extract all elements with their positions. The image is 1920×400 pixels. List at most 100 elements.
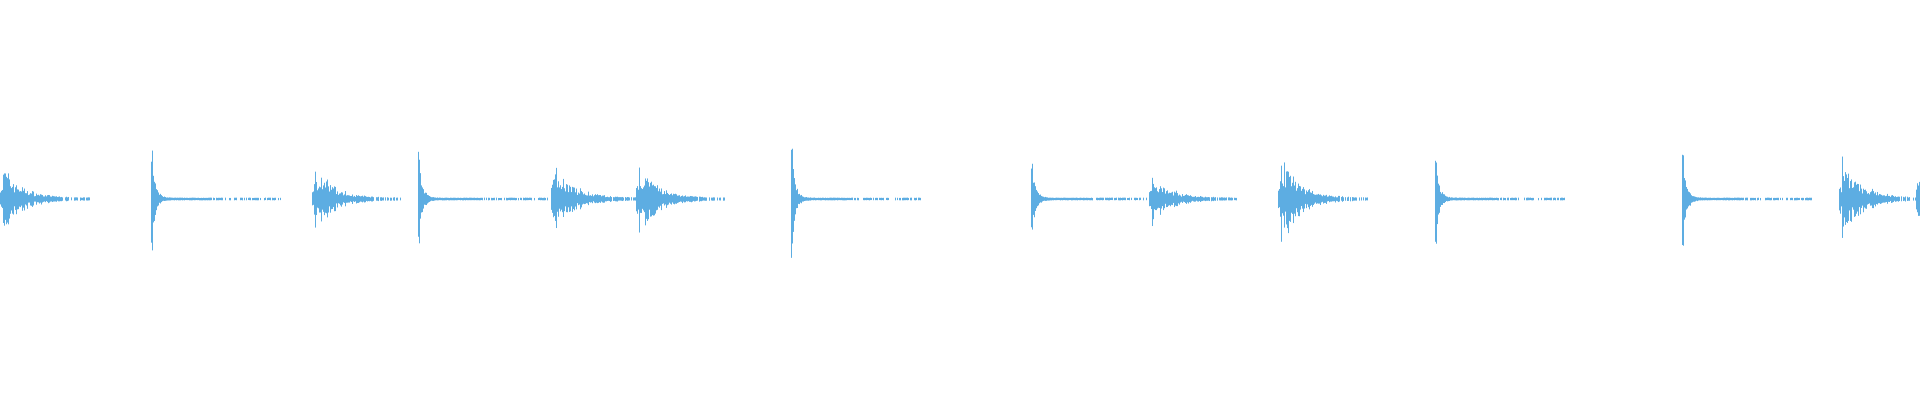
waveform-sample [907, 197, 908, 201]
waveform-sample [1097, 197, 1098, 201]
waveform-sample [617, 196, 618, 202]
waveform-sample [1719, 197, 1720, 201]
waveform-sample [437, 197, 438, 201]
waveform-sample [1848, 173, 1849, 221]
waveform-sample [267, 197, 268, 201]
waveform-sample [1703, 197, 1704, 201]
waveform-sample [1080, 197, 1081, 201]
waveform-sample [1229, 197, 1230, 201]
waveform-sample [1448, 197, 1449, 202]
waveform-sample [1213, 196, 1214, 202]
waveform-sample [531, 197, 532, 201]
waveform-sample [563, 178, 564, 218]
waveform-sample [187, 197, 188, 201]
waveform-sample [171, 197, 172, 201]
waveform-sample [570, 186, 571, 212]
waveform-sample [421, 185, 422, 213]
waveform-sample [59, 196, 60, 202]
waveform-sample [188, 197, 189, 201]
waveform-sample [1774, 197, 1775, 201]
waveform-sample [425, 192, 426, 205]
waveform-sample [33, 191, 34, 206]
waveform-sample [1058, 197, 1059, 201]
waveform-sample [1046, 197, 1047, 201]
waveform-sample [1466, 197, 1467, 201]
waveform-sample [919, 197, 920, 201]
waveform-sample [347, 195, 348, 203]
waveform-sample [582, 192, 583, 205]
waveform-sample [1136, 197, 1137, 201]
waveform-sample [900, 197, 901, 201]
waveform-sample [45, 195, 46, 203]
waveform-sample [847, 197, 848, 201]
waveform-sample [1106, 197, 1107, 201]
waveform-sample [1863, 188, 1864, 213]
waveform-sample [841, 197, 842, 201]
waveform-sample [248, 197, 249, 201]
waveform-sample [326, 181, 327, 214]
waveform-sample [1445, 195, 1446, 203]
waveform-sample [1731, 197, 1732, 201]
waveform-sample [553, 179, 554, 218]
waveform-sample [446, 197, 447, 201]
waveform-sample [527, 197, 528, 201]
waveform-sample [369, 196, 370, 202]
waveform-sample [1291, 186, 1292, 213]
waveform-sample [1808, 197, 1809, 201]
waveform-sample [1777, 197, 1778, 201]
waveform-sample [1234, 197, 1235, 201]
waveform-sample [1547, 197, 1548, 201]
waveform-sample [1736, 197, 1737, 201]
waveform-sample [32, 191, 33, 207]
waveform-sample [1732, 197, 1733, 201]
waveform-sample [208, 197, 209, 201]
waveform-sample [1338, 195, 1339, 203]
waveform-sample [1444, 194, 1445, 204]
waveform-sample [1200, 195, 1201, 202]
waveform-sample [1036, 189, 1037, 209]
waveform-sample [60, 197, 61, 202]
waveform-sample [850, 197, 851, 201]
waveform-sample [1560, 197, 1561, 201]
waveform-sample [633, 197, 634, 201]
waveform-sample [1801, 197, 1802, 201]
waveform-sample [849, 197, 850, 201]
waveform-sample [581, 191, 582, 208]
waveform-sample [1555, 197, 1556, 201]
waveform-sample [1857, 183, 1858, 212]
waveform-sample [430, 196, 431, 202]
waveform-sample [376, 197, 377, 201]
waveform-sample [593, 196, 594, 202]
waveform-sample [1487, 197, 1488, 201]
waveform-sample [1135, 197, 1136, 201]
waveform-sample [1365, 197, 1366, 201]
waveform-sample [623, 197, 624, 201]
waveform-sample [1051, 197, 1052, 201]
waveform-sample [480, 197, 481, 201]
waveform-sample [179, 197, 180, 201]
waveform-sample [865, 197, 866, 201]
waveform-sample [534, 197, 535, 201]
waveform-sample [315, 171, 316, 228]
waveform-sample [1184, 195, 1185, 203]
waveform-sample [1916, 189, 1917, 210]
waveform-sample [498, 197, 499, 201]
waveform-sample [1892, 195, 1893, 203]
waveform-sample [851, 197, 852, 201]
waveform-sample [557, 187, 558, 212]
waveform-sample [580, 188, 581, 210]
waveform-sample [1439, 185, 1440, 213]
waveform-sample [622, 196, 623, 202]
waveform-sample [1895, 196, 1896, 202]
waveform-sample [1047, 197, 1048, 201]
waveform-sample [579, 193, 580, 205]
waveform-sample [886, 197, 887, 201]
waveform-sample [518, 197, 519, 201]
waveform-sample [697, 196, 698, 201]
waveform-sample [478, 197, 479, 201]
waveform-sample [575, 192, 576, 207]
waveform-sample [1710, 197, 1711, 201]
waveform-sample [174, 197, 175, 201]
waveform-sample [1347, 197, 1348, 201]
waveform-sample [1709, 197, 1710, 201]
